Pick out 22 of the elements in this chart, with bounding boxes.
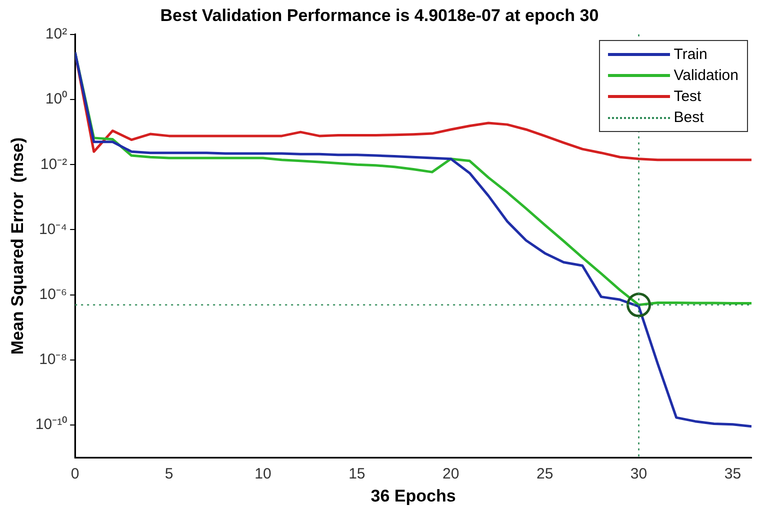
y-tick-label: 10⁰ [45,90,68,108]
legend-label: Train [674,45,708,66]
y-tick-label: 10⁻⁶ [39,286,68,303]
y-axis-title: Mean Squared Error (mse) [8,137,27,355]
y-tick-label: 10⁻¹⁰ [35,416,68,434]
y-tick-label: 10⁻⁸ [39,351,68,368]
y-tick-label: 10⁻⁴ [38,220,68,238]
x-tick-label: 35 [724,466,742,483]
y-tick-label: 10² [45,26,68,43]
y-tick-label: 10⁻² [40,156,68,173]
x-tick-label: 20 [442,466,460,483]
x-axis-title: 36 Epochs [370,486,456,506]
x-tick-label: 0 [70,466,80,483]
x-tick-label: 15 [348,466,366,483]
x-tick-label: 25 [536,466,554,483]
legend-label: Test [674,87,702,108]
chart-title: Best Validation Performance is 4.9018e-07 at epoch 30 [160,6,599,25]
x-tick-label: 5 [164,466,174,483]
x-tick-label: 10 [254,466,272,483]
ref-line-label: Best [674,108,704,128]
legend-label: Validation [674,66,738,86]
x-tick-label: 30 [630,466,648,483]
